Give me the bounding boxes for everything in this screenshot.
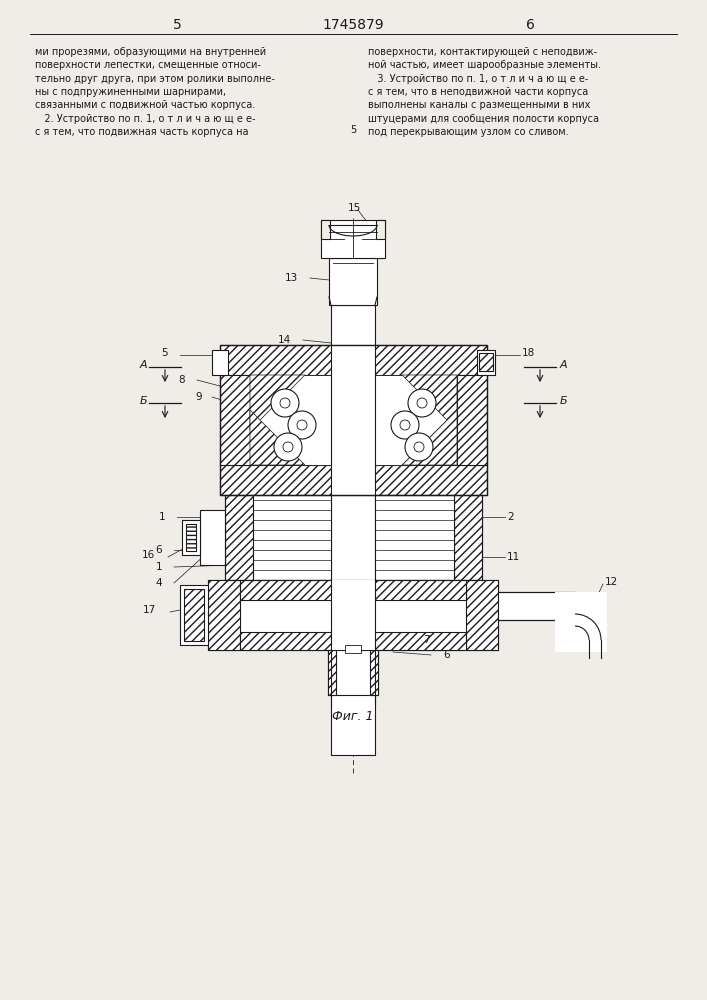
Circle shape	[405, 433, 433, 461]
Bar	[457, 375, 487, 465]
Circle shape	[288, 411, 316, 439]
Text: 11: 11	[507, 552, 520, 562]
Bar	[331, 305, 375, 755]
Text: 15: 15	[348, 203, 361, 213]
Text: поверхности, контактирующей с неподвиж-
ной частью, имеет шарообразные элементы.: поверхности, контактирующей с неподвиж- …	[368, 47, 601, 137]
Bar	[212, 350, 228, 375]
Text: 1: 1	[158, 512, 165, 522]
Circle shape	[408, 389, 436, 417]
Circle shape	[283, 442, 293, 452]
Bar	[477, 350, 495, 375]
Bar	[220, 375, 250, 465]
Bar	[466, 580, 498, 650]
Bar	[180, 585, 208, 645]
Bar	[498, 592, 575, 620]
Bar	[253, 495, 331, 580]
Bar	[321, 220, 385, 258]
Text: 12: 12	[605, 577, 618, 587]
Text: 13: 13	[285, 273, 298, 283]
Text: А: А	[139, 360, 147, 370]
Circle shape	[271, 389, 299, 417]
Text: 5: 5	[161, 348, 168, 358]
Bar	[479, 353, 493, 371]
Text: 14: 14	[278, 335, 291, 345]
Text: 18: 18	[522, 348, 535, 358]
Circle shape	[391, 411, 419, 439]
Bar	[555, 592, 607, 652]
Bar	[375, 495, 454, 580]
Bar	[321, 220, 330, 239]
Bar	[200, 510, 225, 565]
Text: ми прорезями, образующими на внутренней
поверхности лепестки, смещенные относи-
: ми прорезями, образующими на внутренней …	[35, 47, 275, 137]
Bar	[376, 220, 385, 239]
Bar	[225, 495, 253, 580]
Text: 7: 7	[423, 635, 430, 645]
Circle shape	[414, 442, 424, 452]
Bar	[345, 645, 361, 653]
Bar	[328, 650, 378, 695]
Text: 1745879: 1745879	[322, 18, 384, 32]
Bar	[182, 520, 200, 555]
Text: Б: Б	[139, 396, 147, 406]
Bar	[208, 580, 498, 650]
Polygon shape	[402, 410, 457, 465]
Bar	[329, 258, 377, 305]
Text: 5: 5	[350, 125, 356, 135]
Bar	[331, 345, 375, 495]
Bar	[370, 650, 378, 695]
Text: 16: 16	[141, 550, 155, 560]
Polygon shape	[402, 375, 457, 430]
Bar	[184, 589, 204, 641]
Bar	[250, 375, 457, 465]
Bar	[220, 345, 487, 495]
Text: А: А	[560, 360, 568, 370]
Bar	[240, 580, 466, 600]
Text: 5: 5	[173, 18, 182, 32]
Circle shape	[400, 420, 410, 430]
Text: 1: 1	[156, 562, 162, 572]
Circle shape	[280, 398, 290, 408]
Bar	[454, 495, 482, 580]
Text: 4: 4	[156, 578, 162, 588]
Bar	[220, 345, 487, 375]
Bar	[208, 580, 240, 650]
Text: 6: 6	[156, 545, 162, 555]
Polygon shape	[250, 410, 305, 465]
Bar	[328, 650, 336, 695]
Text: Б: Б	[560, 396, 568, 406]
Text: 17: 17	[143, 605, 156, 615]
Circle shape	[417, 398, 427, 408]
Bar	[220, 465, 487, 495]
Bar	[186, 524, 196, 551]
Text: 6: 6	[525, 18, 534, 32]
Text: 8: 8	[178, 375, 185, 385]
Text: Фиг. 1: Фиг. 1	[332, 710, 374, 724]
Bar	[240, 632, 466, 650]
Text: 9: 9	[195, 392, 202, 402]
Circle shape	[297, 420, 307, 430]
Text: 6: 6	[443, 650, 450, 660]
Text: 2: 2	[507, 512, 513, 522]
Bar	[331, 580, 375, 650]
Circle shape	[274, 433, 302, 461]
Polygon shape	[250, 375, 305, 430]
